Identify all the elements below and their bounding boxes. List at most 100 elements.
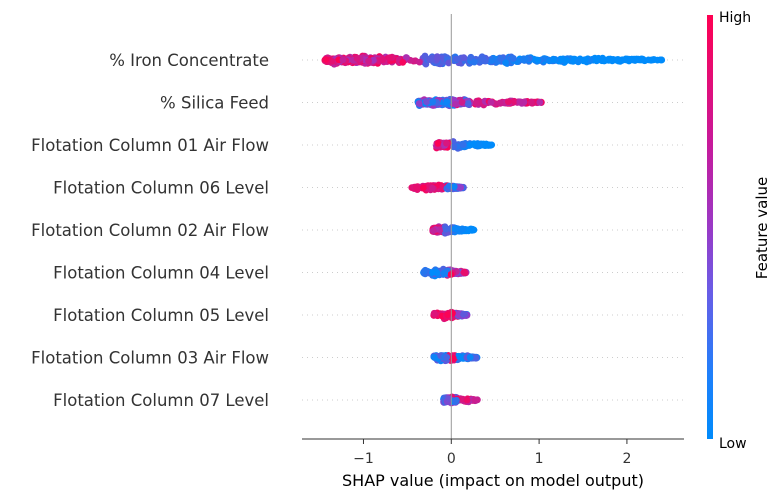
- x-tick-label: −1: [353, 451, 374, 467]
- shap-point: [379, 56, 387, 63]
- shap-point: [482, 140, 490, 148]
- shap-point: [453, 55, 461, 63]
- feature-labels: % Iron Concentrate % Silica Feed Flotation…: [31, 51, 269, 410]
- shap-point: [563, 57, 571, 64]
- shap-point: [386, 54, 394, 61]
- shap-point: [516, 98, 524, 106]
- shap-point: [496, 99, 504, 107]
- shap-point: [339, 56, 347, 64]
- x-axis-ticks: −1 0 1 2: [353, 439, 631, 467]
- shap-point: [476, 141, 483, 149]
- shap-point: [520, 55, 528, 63]
- shap-point: [353, 55, 361, 62]
- colorbar-high-label: High: [719, 10, 751, 26]
- shap-point: [581, 56, 589, 63]
- shap-point: [453, 396, 460, 404]
- shap-point: [457, 184, 465, 191]
- shap-point: [441, 270, 448, 278]
- feature-label: Flotation Column 07 Level: [53, 391, 269, 410]
- shap-point: [550, 56, 558, 64]
- shap-point: [413, 183, 421, 191]
- shap-point: [594, 56, 601, 64]
- feature-row-guides: [302, 59, 684, 401]
- shap-point: [460, 54, 468, 61]
- colorbar-title: Feature value: [753, 177, 771, 279]
- shap-point: [452, 101, 459, 108]
- shap-point: [466, 353, 474, 361]
- shap-point: [451, 225, 459, 233]
- shap-point: [649, 56, 657, 64]
- beeswarm-points: [321, 52, 666, 407]
- shap-point: [527, 99, 535, 106]
- feature-label: Flotation Column 06 Level: [53, 179, 269, 198]
- shap-point: [429, 227, 437, 235]
- shap-point: [461, 269, 469, 277]
- feature-label: Flotation Column 05 Level: [53, 306, 269, 325]
- x-tick-label: 0: [447, 451, 456, 467]
- feature-label: Flotation Column 01 Air Flow: [31, 136, 269, 155]
- shap-point: [450, 143, 458, 151]
- shap-point: [479, 56, 487, 63]
- shap-point: [472, 354, 480, 362]
- feature-label: Flotation Column 02 Air Flow: [31, 221, 269, 240]
- x-tick-label: 2: [622, 451, 631, 467]
- shap-point: [459, 141, 467, 149]
- shap-point: [465, 226, 473, 234]
- shap-point: [443, 98, 451, 106]
- feature-label: Flotation Column 04 Level: [53, 264, 269, 283]
- feature-label: Flotation Column 03 Air Flow: [31, 349, 269, 368]
- shap-point: [534, 56, 541, 64]
- shap-point: [510, 97, 518, 105]
- shap-point: [445, 59, 453, 67]
- shap-point: [429, 184, 436, 192]
- shap-point: [505, 98, 512, 106]
- shap-point: [464, 100, 472, 108]
- x-tick-label: 1: [535, 451, 544, 467]
- shap-point: [365, 57, 372, 65]
- shap-point: [470, 140, 478, 148]
- shap-point: [638, 55, 645, 63]
- colorbar: [707, 15, 713, 439]
- shap-point: [419, 184, 427, 192]
- shap-point: [423, 98, 430, 106]
- colorbar-low-label: Low: [719, 436, 747, 452]
- shap-point: [658, 56, 665, 64]
- shap-point: [487, 98, 495, 106]
- shap-point: [443, 353, 450, 361]
- shap-point: [322, 56, 330, 63]
- shap-point: [444, 311, 451, 319]
- shap-point: [472, 99, 480, 107]
- shap-point: [402, 54, 410, 61]
- shap-point: [429, 269, 436, 276]
- feature-label: % Iron Concentrate: [109, 51, 269, 70]
- shap-point: [429, 98, 437, 106]
- shap-point: [510, 55, 517, 62]
- shap-point: [626, 55, 633, 63]
- shap-point: [502, 59, 509, 66]
- shap-point: [445, 395, 453, 402]
- shap-point: [433, 55, 441, 62]
- shap-point: [458, 98, 466, 106]
- shap-point: [443, 139, 450, 147]
- shap-point: [463, 396, 471, 404]
- shap-point: [497, 55, 505, 63]
- shap-point: [467, 53, 475, 61]
- shap-point: [460, 311, 467, 318]
- shap-point: [471, 58, 478, 66]
- shap-point: [399, 59, 407, 66]
- shap-point: [416, 58, 423, 66]
- shap-point: [415, 100, 423, 107]
- shap-point: [488, 57, 496, 65]
- shap-point: [536, 98, 544, 106]
- shap-point: [621, 56, 629, 64]
- shap-point: [434, 139, 442, 147]
- shap-point: [459, 225, 467, 233]
- shap-point: [614, 57, 622, 65]
- shap-point: [421, 52, 429, 60]
- feature-label: % Silica Feed: [160, 94, 269, 113]
- shap-point: [431, 310, 438, 318]
- shap-point: [442, 225, 450, 233]
- x-axis-title: SHAP value (impact on model output): [342, 471, 644, 490]
- shap-point: [450, 183, 458, 191]
